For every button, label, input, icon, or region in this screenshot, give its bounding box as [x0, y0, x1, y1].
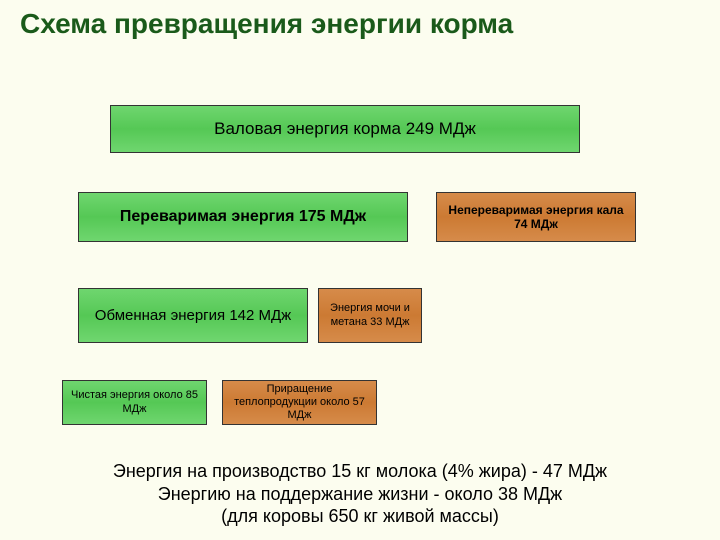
box-heat: Приращение теплопродукции около 57 МДж [222, 380, 377, 425]
box-gross: Валовая энергия корма 249 МДж [110, 105, 580, 153]
box-net: Чистая энергия около 85 МДж [62, 380, 207, 425]
box-digestible: Переваримая энергия 175 МДж [78, 192, 408, 242]
box-urine_methane: Энергия мочи и метана 33 МДж [318, 288, 422, 343]
footer-line1: Энергия на производство 15 кг молока (4%… [30, 460, 690, 483]
box-indigestible: Непереваримая энергия кала 74 МДж [436, 192, 636, 242]
footer-line3: (для коровы 650 кг живой массы) [30, 505, 690, 528]
footer-line2: Энергию на поддержание жизни - около 38 … [30, 483, 690, 506]
slide-background [0, 0, 720, 540]
slide-title: Схема превращения энергии корма [20, 8, 700, 40]
box-metabolizable: Обменная энергия 142 МДж [78, 288, 308, 343]
footer-text: Энергия на производство 15 кг молока (4%… [30, 460, 690, 528]
